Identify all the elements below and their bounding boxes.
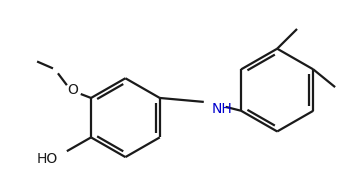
Text: O: O (67, 83, 78, 97)
Text: NH: NH (212, 102, 232, 116)
Text: HO: HO (36, 152, 58, 166)
